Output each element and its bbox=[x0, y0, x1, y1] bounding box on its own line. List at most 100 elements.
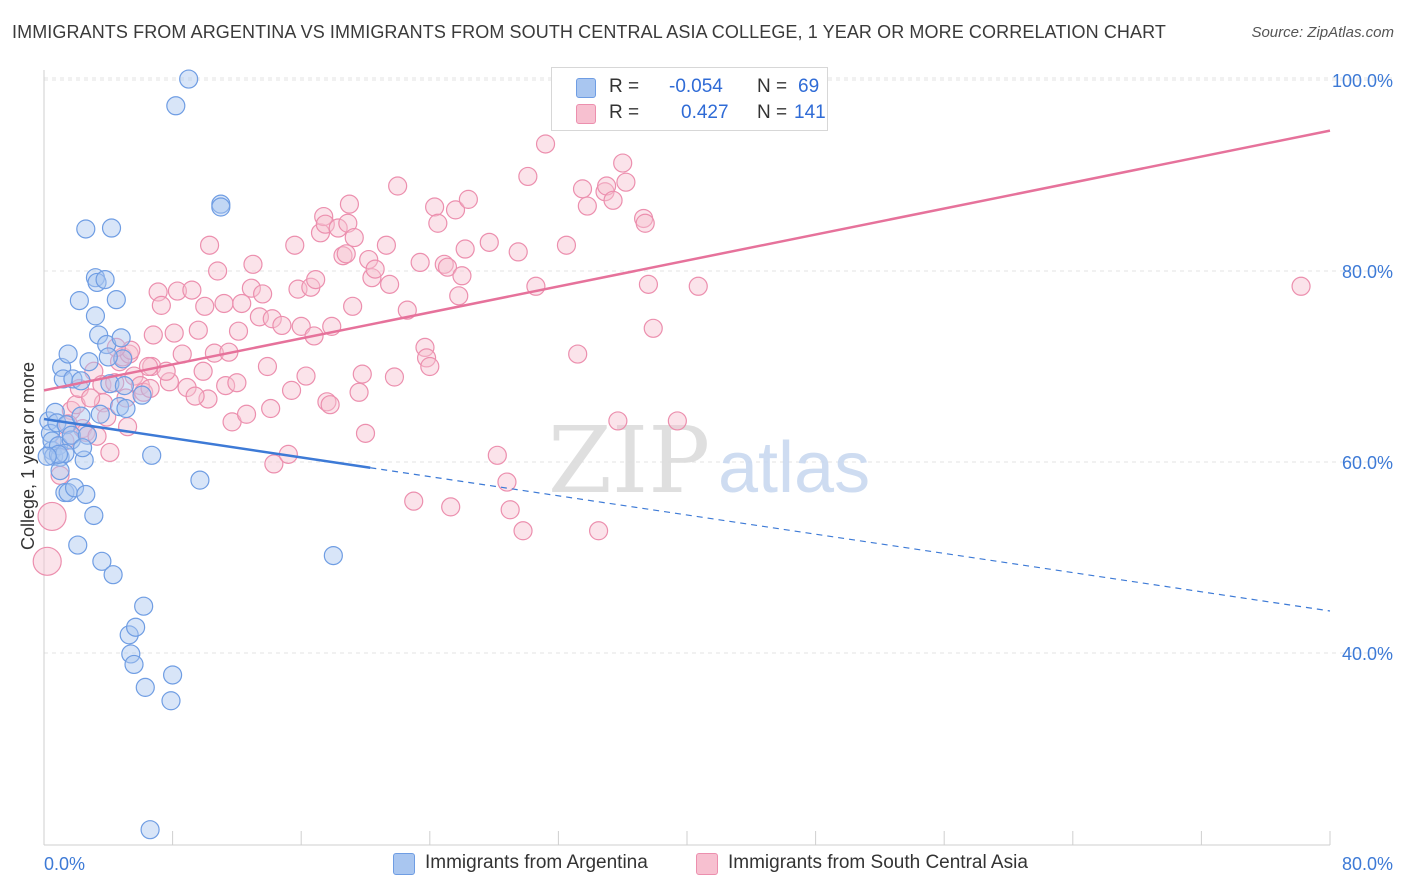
south-central-asia-point bbox=[572, 179, 593, 199]
south-central-asia-point bbox=[315, 214, 335, 234]
argentina-point bbox=[114, 376, 134, 396]
south-central-asia-point bbox=[285, 235, 305, 255]
argentina-point bbox=[166, 96, 186, 116]
south-central-asia-point bbox=[643, 318, 663, 338]
argentina-point bbox=[98, 347, 118, 367]
south-central-asia-point bbox=[349, 382, 369, 402]
legend-swatch-south-central-asia bbox=[696, 853, 718, 875]
south-central-asia-point bbox=[193, 361, 213, 381]
argentina-point bbox=[103, 565, 123, 585]
south-central-asia-point bbox=[1291, 276, 1311, 296]
south-central-asia-point bbox=[688, 276, 708, 296]
argentina-point bbox=[323, 545, 343, 566]
south-central-asia-point bbox=[388, 176, 408, 196]
south-central-asia-point bbox=[410, 252, 430, 273]
grid-lines bbox=[44, 77, 1392, 654]
argentina-point bbox=[179, 69, 199, 89]
south-central-asia-point bbox=[452, 266, 472, 286]
argentina-point bbox=[135, 677, 155, 697]
argentina-point bbox=[76, 219, 96, 239]
south-central-asia-point bbox=[497, 472, 517, 492]
south-central-asia-point bbox=[556, 235, 577, 255]
argentina-point bbox=[90, 404, 110, 424]
argentina-point bbox=[111, 328, 131, 348]
argentina-point bbox=[72, 438, 93, 458]
argentina-point bbox=[126, 617, 146, 637]
south-central-asia-point bbox=[253, 284, 273, 304]
argentina-point bbox=[163, 665, 183, 685]
south-central-asia-point bbox=[420, 356, 440, 377]
south-central-asia-point bbox=[487, 445, 507, 465]
south-central-asia-point bbox=[441, 497, 461, 517]
argentina-point bbox=[61, 425, 81, 445]
watermark-zip: ZIP bbox=[548, 407, 710, 514]
south-central-asia-point bbox=[339, 194, 360, 214]
south-central-asia-point bbox=[355, 423, 376, 443]
argentina-point bbox=[76, 484, 96, 505]
argentina-point bbox=[85, 306, 106, 326]
south-central-asia-point bbox=[365, 259, 385, 279]
south-central-asia-point bbox=[236, 404, 257, 424]
south-central-asia-point bbox=[518, 166, 538, 187]
south-central-asia-point bbox=[228, 321, 249, 341]
argentina-point bbox=[161, 691, 181, 711]
south-central-asia-point bbox=[455, 239, 475, 259]
south-central-asia-point bbox=[458, 189, 478, 209]
argentina-point bbox=[37, 446, 57, 466]
south-central-asia-point bbox=[428, 213, 448, 233]
south-central-asia-point bbox=[320, 395, 340, 415]
south-central-asia-point bbox=[376, 235, 396, 255]
trend-line-argentina-extension bbox=[370, 467, 1331, 612]
south-central-asia-point bbox=[232, 293, 252, 314]
argentina-point bbox=[79, 352, 99, 372]
south-central-asia-point bbox=[241, 278, 261, 298]
south-central-asia-point bbox=[185, 386, 205, 406]
south-central-asia-point bbox=[434, 254, 454, 274]
south-central-asia-point bbox=[257, 356, 278, 377]
south-central-asia-point bbox=[167, 281, 188, 301]
x-tick-label-min: 0.0% bbox=[44, 854, 85, 874]
argentina-point bbox=[134, 596, 154, 616]
south-central-asia-point bbox=[261, 398, 281, 419]
n-label: N = bbox=[757, 102, 788, 123]
argentina-point bbox=[92, 551, 112, 571]
argentina-point bbox=[84, 505, 104, 526]
chart-title: IMMIGRANTS FROM ARGENTINA VS IMMIGRANTS … bbox=[12, 22, 1166, 42]
south-central-asia-point bbox=[296, 366, 316, 386]
south-central-asia-point bbox=[635, 213, 655, 233]
correlation-legend: R = -0.054 N = 69 R = 0.427 N = 141 bbox=[551, 67, 828, 131]
south-central-asia-point bbox=[437, 257, 458, 277]
argentina-point bbox=[101, 218, 122, 238]
south-central-asia-point bbox=[216, 376, 236, 396]
y-tick-label: 80.0% bbox=[1342, 262, 1393, 282]
south-central-asia-point bbox=[343, 296, 363, 316]
tick-labels: 40.0% 60.0% 80.0% 100.0% 0.0% 80.0% bbox=[44, 71, 1393, 874]
south-central-asia-point bbox=[151, 295, 171, 315]
south-central-asia-point bbox=[613, 153, 633, 173]
r-value-south-central-asia: 0.427 bbox=[681, 102, 729, 123]
series-argentina bbox=[37, 69, 343, 840]
y-tick-label: 60.0% bbox=[1342, 453, 1393, 473]
y-tick-label: 40.0% bbox=[1342, 644, 1393, 664]
argentina-point bbox=[116, 398, 136, 419]
south-central-asia-point bbox=[32, 546, 62, 576]
south-central-asia-point bbox=[195, 296, 215, 316]
south-central-asia-point bbox=[404, 491, 424, 511]
n-value-south-central-asia: 141 bbox=[794, 102, 826, 123]
argentina-point bbox=[140, 820, 160, 840]
south-central-asia-point bbox=[479, 232, 499, 252]
argentina-point bbox=[119, 625, 139, 645]
argentina-point bbox=[58, 344, 78, 364]
south-central-asia-point bbox=[577, 196, 597, 216]
south-central-asia-point bbox=[638, 274, 659, 294]
x-tick-label-max: 80.0% bbox=[1342, 854, 1393, 874]
trend-line-argentina bbox=[43, 417, 371, 469]
south-central-asia-point bbox=[384, 367, 405, 387]
south-central-asia-point bbox=[159, 372, 179, 392]
south-central-asia-point bbox=[445, 200, 466, 220]
legend-swatch-argentina bbox=[393, 853, 415, 875]
south-central-asia-point bbox=[449, 286, 469, 306]
south-central-asia-point bbox=[568, 344, 588, 364]
south-central-asia-point bbox=[214, 293, 234, 314]
